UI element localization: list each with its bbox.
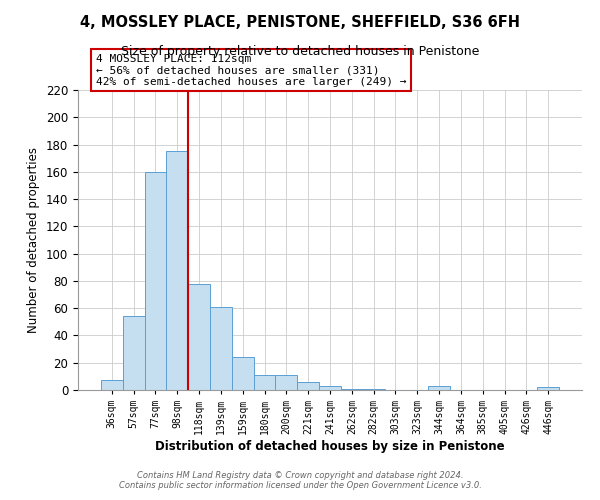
Text: 4, MOSSLEY PLACE, PENISTONE, SHEFFIELD, S36 6FH: 4, MOSSLEY PLACE, PENISTONE, SHEFFIELD, … — [80, 15, 520, 30]
Bar — [275, 375, 297, 390]
Bar — [537, 388, 559, 390]
Text: Contains HM Land Registry data © Crown copyright and database right 2024.
Contai: Contains HM Land Registry data © Crown c… — [119, 470, 481, 490]
Bar — [319, 386, 341, 390]
X-axis label: Distribution of detached houses by size in Penistone: Distribution of detached houses by size … — [155, 440, 505, 453]
Bar — [145, 172, 166, 390]
Bar — [188, 284, 210, 390]
Bar — [341, 388, 363, 390]
Bar — [254, 375, 275, 390]
Bar — [232, 358, 254, 390]
Bar — [101, 380, 123, 390]
Y-axis label: Number of detached properties: Number of detached properties — [28, 147, 40, 333]
Bar — [210, 307, 232, 390]
Bar — [166, 152, 188, 390]
Text: Size of property relative to detached houses in Penistone: Size of property relative to detached ho… — [121, 45, 479, 58]
Bar — [428, 386, 450, 390]
Bar — [123, 316, 145, 390]
Bar — [363, 388, 385, 390]
Bar — [297, 382, 319, 390]
Text: 4 MOSSLEY PLACE: 112sqm
← 56% of detached houses are smaller (331)
42% of semi-d: 4 MOSSLEY PLACE: 112sqm ← 56% of detache… — [95, 54, 406, 87]
